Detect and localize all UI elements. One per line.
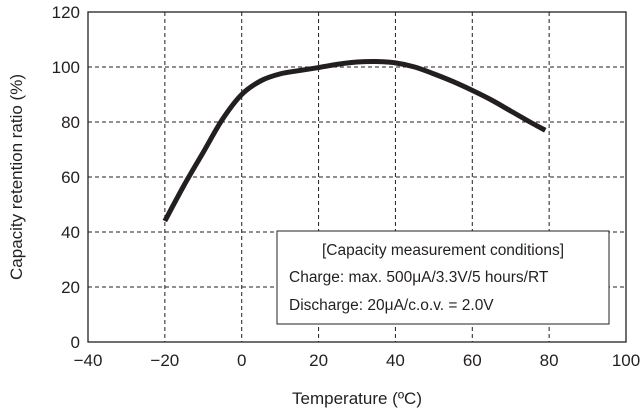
annotation-charge-condition: Charge: max. 500μA/3.3V/5 hours/RT bbox=[289, 269, 549, 286]
x-tick-labels: −40 −20 0 20 40 60 80 100 bbox=[74, 351, 641, 370]
y-tick-label: 0 bbox=[71, 333, 80, 352]
y-tick-label: 40 bbox=[61, 223, 80, 242]
annotation-discharge-condition: Discharge: 20μA/c.o.v. = 2.0V bbox=[289, 297, 494, 314]
series-group bbox=[162, 58, 547, 223]
x-tick-label: 60 bbox=[463, 351, 482, 370]
y-tick-label: 80 bbox=[61, 113, 80, 132]
x-tick-label: 0 bbox=[237, 351, 246, 370]
x-tick-label: 20 bbox=[309, 351, 328, 370]
y-tick-labels: 0 20 40 60 80 100 120 bbox=[52, 3, 80, 352]
y-tick-label: 120 bbox=[52, 3, 80, 22]
y-tick-label: 100 bbox=[52, 58, 80, 77]
plot-frame bbox=[87, 11, 627, 343]
y-axis-label: Capacity retention ratio (%) bbox=[7, 74, 26, 280]
annotation-box bbox=[276, 230, 610, 325]
x-tick-label: −20 bbox=[150, 351, 179, 370]
x-tick-label: 80 bbox=[540, 351, 559, 370]
annotation-heading: [Capacity measurement conditions] bbox=[322, 242, 564, 259]
x-axis-label: Temperature (ºC) bbox=[292, 389, 422, 408]
x-tick-label: 100 bbox=[612, 351, 640, 370]
x-tick-label: −40 bbox=[74, 351, 103, 370]
y-tick-label: 20 bbox=[61, 278, 80, 297]
series-line bbox=[162, 58, 547, 223]
y-tick-label: 60 bbox=[61, 168, 80, 187]
x-tick-label: 40 bbox=[386, 351, 405, 370]
measurement-conditions-box: [Capacity measurement conditions] Charge… bbox=[276, 230, 610, 325]
